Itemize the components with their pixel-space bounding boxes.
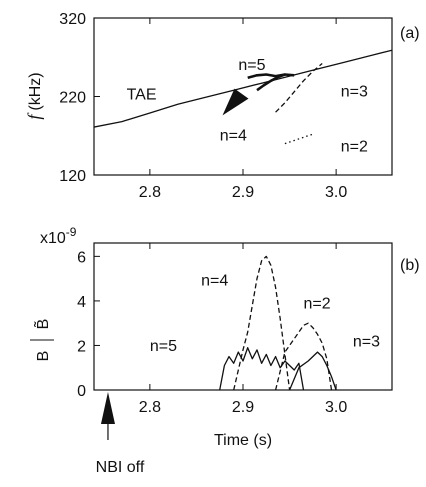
- annotation-n3: n=3: [341, 84, 368, 101]
- panel-b-y-axis-numerator: B̃: [32, 319, 52, 330]
- panel-b-series: [219, 255, 337, 390]
- y-tick-label: 320: [59, 11, 86, 28]
- annotation-n4: n=4: [201, 272, 228, 289]
- annotation-n2: n=2: [304, 296, 331, 313]
- panel-b-multiplier-base: x10: [40, 230, 66, 247]
- nbi-off-label: NBI off: [96, 459, 145, 476]
- annotation-n5: n=5: [238, 57, 265, 74]
- series-line-n3: [275, 63, 323, 113]
- nbi-off-arrow-icon: [100, 392, 115, 424]
- series-line-n5: [247, 73, 295, 79]
- panel-b-y-ticks: 0 2 4 6: [77, 249, 100, 400]
- annotation-n4: n=4: [220, 127, 247, 144]
- panel-a-series: [94, 49, 392, 145]
- panel-a-label: (a): [400, 25, 420, 42]
- y-tick-label: 120: [59, 168, 86, 185]
- annotation-n3: n=3: [353, 334, 380, 351]
- panel-b-annotations: n=4 n=2 n=5 n=3: [150, 272, 380, 355]
- panel-b-x-axis-label: Time (s): [214, 432, 272, 449]
- panel-b-multiplier-exponent: -9: [66, 225, 77, 239]
- panel-a-y-axis-label: f (kHz): [24, 72, 44, 119]
- y-tick-label: 2: [77, 338, 86, 355]
- x-tick-label: 2.8: [139, 184, 161, 201]
- y-tick-label: 0: [77, 383, 86, 400]
- x-tick-label: 2.9: [232, 399, 254, 416]
- panel-a-x-ticks: 2.8 2.9 3.0: [139, 18, 347, 201]
- x-tick-label: 3.0: [325, 184, 347, 201]
- panel-b-label: (b): [400, 257, 420, 274]
- panel-b-y-axis-label: B B̃: [30, 319, 54, 362]
- annotation-tae: TAE: [127, 87, 157, 104]
- x-tick-label: 2.9: [232, 184, 254, 201]
- panel-b-y-axis-denominator: B: [35, 351, 52, 362]
- panel-a-annotations: TAE n=5 n=3 n=4 n=2: [127, 57, 368, 156]
- y-tick-label: 220: [59, 90, 86, 107]
- panel-b-multiplier: x10-9: [40, 225, 77, 247]
- panel-a-y-axis-unit: (kHz): [27, 72, 44, 110]
- annotation-n2: n=2: [341, 138, 368, 155]
- y-tick-label: 4: [77, 294, 86, 311]
- y-tick-label: 6: [77, 249, 86, 266]
- panel-b: 2.8 2.9 3.0 0 2 4 6 n=4 n=2 n=5 n=3 (b) x10-9 B …: [30, 225, 420, 476]
- series-line-n3: [289, 351, 337, 390]
- series-line-TAE: [94, 49, 392, 128]
- series-line-n2: [274, 322, 333, 390]
- panel-a-y-axis-symbol: f: [24, 112, 44, 120]
- series-line-n4: [233, 255, 291, 390]
- x-tick-label: 2.8: [139, 399, 161, 416]
- panel-a-y-ticks: 120 220 320: [59, 11, 100, 185]
- annotation-n5: n=5: [150, 338, 177, 355]
- x-tick-label: 3.0: [325, 399, 347, 416]
- panel-a-arrow-icon: [222, 88, 249, 116]
- series-line-n2: [284, 133, 314, 145]
- series-line-n4: [256, 73, 286, 92]
- series-line-n5: [219, 347, 305, 390]
- panel-b-frame: [93, 242, 393, 391]
- panel-b-x-ticks: 2.8 2.9 3.0: [139, 243, 347, 416]
